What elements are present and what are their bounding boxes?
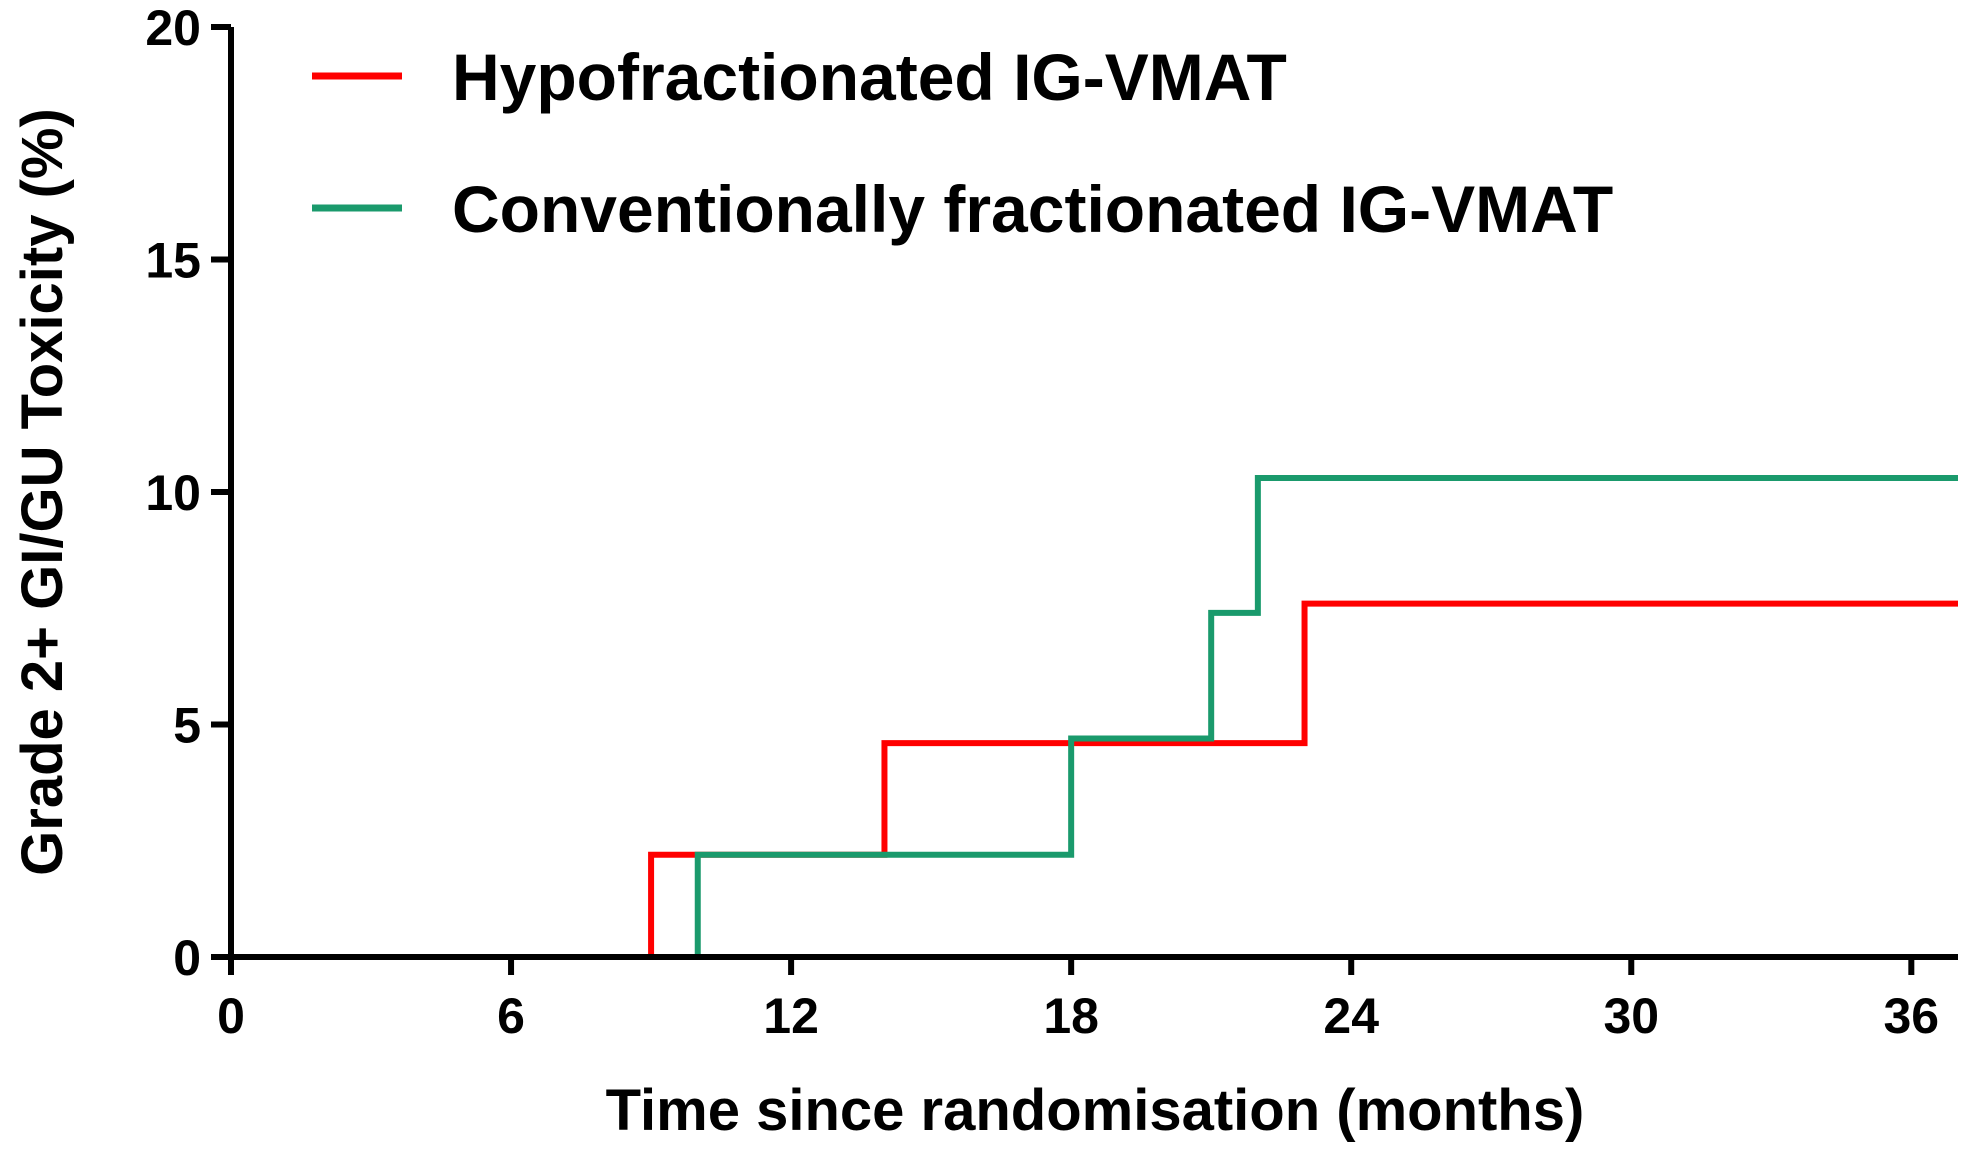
x-tick-label: 24 [1323, 988, 1379, 1044]
x-tick-label: 36 [1884, 988, 1940, 1044]
series-line-1 [231, 600, 1958, 960]
y-axis-title: Grade 2+ GI/GU Toxicity (%) [10, 108, 75, 876]
y-tick-label: 0 [173, 930, 201, 986]
series-line-2 [231, 475, 1958, 960]
y-tick-label: 5 [173, 698, 201, 754]
y-tick-label: 10 [145, 465, 201, 521]
y-tick-label: 20 [145, 0, 201, 56]
y-tick-label: 15 [145, 233, 201, 289]
legend-label-1: Hypofractionated IG-VMAT [452, 40, 1287, 114]
x-tick-label: 0 [217, 988, 245, 1044]
x-tick-label: 30 [1603, 988, 1659, 1044]
x-axis-title: Time since randomisation (months) [606, 1078, 1585, 1143]
legend-label-2: Conventionally fractionated IG-VMAT [452, 172, 1613, 246]
ticks: 0 6 12 18 24 30 36 0 5 10 15 20 [145, 0, 1939, 1044]
x-tick-label: 18 [1043, 988, 1099, 1044]
x-tick-label: 12 [763, 988, 819, 1044]
series-layer [231, 475, 1958, 960]
axes [228, 27, 1958, 960]
legend: Hypofractionated IG-VMAT Conventionally f… [312, 40, 1613, 246]
x-tick-label: 6 [497, 988, 525, 1044]
